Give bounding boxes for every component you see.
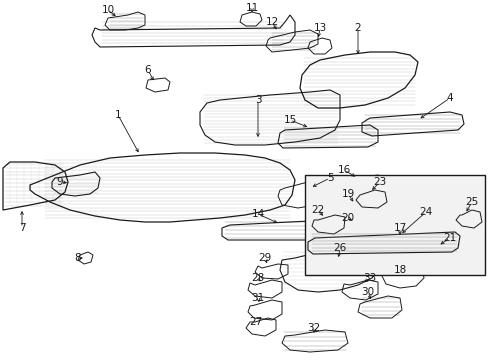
Text: 10: 10 xyxy=(101,5,114,15)
Polygon shape xyxy=(355,190,386,208)
Text: 4: 4 xyxy=(446,93,452,103)
Text: 7: 7 xyxy=(19,223,25,233)
Bar xyxy=(305,175,484,275)
Text: 22: 22 xyxy=(311,205,324,215)
Polygon shape xyxy=(307,232,459,254)
Text: 2: 2 xyxy=(354,23,361,33)
Text: 8: 8 xyxy=(75,253,81,263)
Text: 11: 11 xyxy=(245,3,258,13)
Text: 3: 3 xyxy=(254,95,261,105)
Text: 1: 1 xyxy=(115,110,121,120)
Text: 28: 28 xyxy=(251,273,264,283)
Text: 12: 12 xyxy=(265,17,278,27)
Text: 9: 9 xyxy=(57,177,63,187)
Text: 14: 14 xyxy=(251,209,264,219)
Text: 18: 18 xyxy=(392,265,406,275)
Polygon shape xyxy=(455,210,481,228)
Text: 27: 27 xyxy=(249,317,262,327)
Text: 24: 24 xyxy=(419,207,432,217)
Text: 19: 19 xyxy=(341,189,354,199)
Text: 33: 33 xyxy=(363,273,376,283)
Text: 26: 26 xyxy=(333,243,346,253)
Text: 31: 31 xyxy=(251,293,264,303)
Text: 21: 21 xyxy=(443,233,456,243)
Text: 15: 15 xyxy=(283,115,296,125)
Text: 17: 17 xyxy=(392,223,406,233)
Text: 23: 23 xyxy=(373,177,386,187)
Text: 16: 16 xyxy=(337,165,350,175)
Text: 13: 13 xyxy=(313,23,326,33)
Text: 29: 29 xyxy=(258,253,271,263)
Polygon shape xyxy=(311,215,345,234)
Text: 5: 5 xyxy=(326,173,333,183)
Text: 20: 20 xyxy=(341,213,354,223)
Text: 30: 30 xyxy=(361,287,374,297)
Text: 6: 6 xyxy=(144,65,151,75)
Text: 25: 25 xyxy=(465,197,478,207)
Text: 32: 32 xyxy=(307,323,320,333)
